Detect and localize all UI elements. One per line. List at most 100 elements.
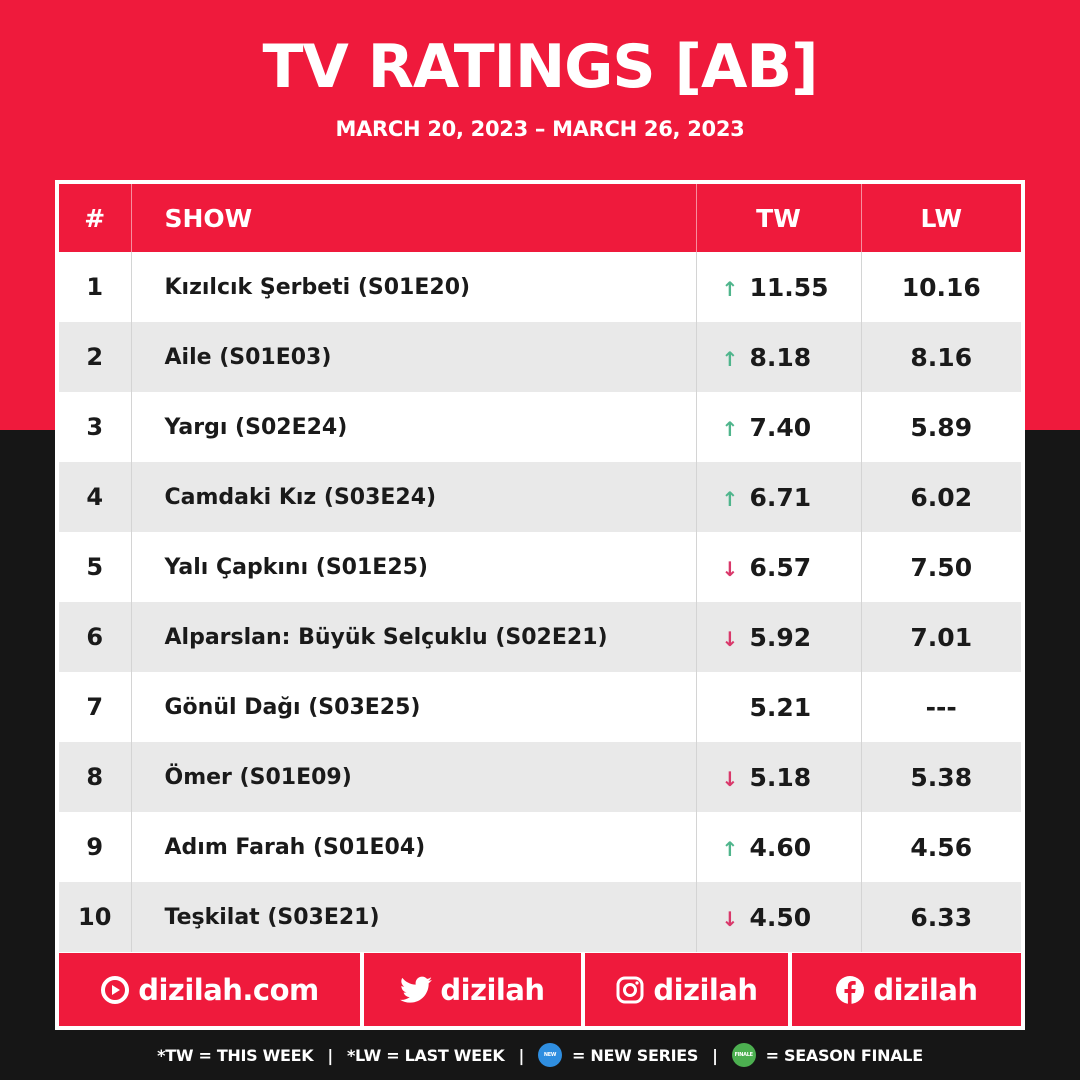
page-title: TV RATINGS [AB] [262,32,818,102]
instagram-link[interactable]: dizilah [585,953,788,1026]
rank-cell: 7 [59,672,132,742]
tw-cell: ↑ 11.55 [696,252,862,322]
show-cell: Camdaki Kız (S03E24) [131,462,697,532]
tw-value: 6.57 [749,552,812,582]
instagram-icon [615,975,645,1005]
tw-value: 7.40 [749,412,812,442]
tw-cell: ↓ 5.92 [696,602,862,672]
tw-value: 8.18 [749,342,812,372]
rank-cell: 6 [59,602,132,672]
table-row: 6 Alparslan: Büyük Selçuklu (S02E21) ↓ 5.92… [59,602,1021,672]
show-cell: Teşkilat (S03E21) [131,882,697,952]
show-cell: Yalı Çapkını (S01E25) [131,532,697,602]
arrow-down-icon: ↓ [721,626,739,651]
table-row: 4 Camdaki Kız (S03E24) ↑ 6.71 6.02 [59,462,1021,532]
rank-cell: 2 [59,322,132,392]
ratings-table-container: # SHOW TW LW 1 Kızılcık Şerbeti (S01E20) ↑… [55,180,1025,1030]
table-header-row: # SHOW TW LW [59,184,1021,252]
legend-lw: *LW = LAST WEEK [346,1045,505,1065]
column-header-rank: # [59,184,132,252]
table-row: 3 Yargı (S02E24) ↑ 7.40 5.89 [59,392,1021,462]
arrow-up-icon: ↑ [721,276,739,301]
rank-cell: 9 [59,812,132,882]
social-footer: dizilah.com dizilah dizilah dizilah [59,953,1021,1026]
column-header-lw: LW [861,184,1021,252]
tw-value: 5.92 [749,622,812,652]
tw-cell: ↑ 4.60 [696,812,862,882]
table-row: 1 Kızılcık Şerbeti (S01E20) ↑ 11.55 10.16 [59,252,1021,322]
arrow-up-icon: ↑ [721,416,739,441]
table-row: 5 Yalı Çapkını (S01E25) ↓ 6.57 7.50 [59,532,1021,602]
tw-cell: 5.21 [696,672,862,742]
rank-cell: 1 [59,252,132,322]
arrow-down-icon: ↓ [721,556,739,581]
tw-cell: ↑ 8.18 [696,322,862,392]
table-body: 1 Kızılcık Şerbeti (S01E20) ↑ 11.55 10.16 2 Ai… [59,252,1021,952]
show-cell: Kızılcık Şerbeti (S01E20) [131,252,697,322]
tw-value: 4.50 [749,902,812,932]
tw-cell: ↑ 7.40 [696,392,862,462]
legend-new-series: = NEW SERIES [572,1045,699,1065]
twitter-handle: dizilah [440,972,545,1007]
tw-cell: ↓ 6.57 [696,532,862,602]
arrow-up-icon: ↑ [721,346,739,371]
lw-cell: 4.56 [861,812,1021,882]
website-text: dizilah.com [138,972,319,1007]
table-row: 9 Adım Farah (S01E04) ↑ 4.60 4.56 [59,812,1021,882]
rank-cell: 8 [59,742,132,812]
lw-cell: 10.16 [861,252,1021,322]
facebook-handle: dizilah [873,972,978,1007]
lw-cell: 8.16 [861,322,1021,392]
show-cell: Aile (S01E03) [131,322,697,392]
arrow-up-icon: ↑ [721,486,739,511]
legend-separator: | [327,1045,333,1065]
lw-cell: 6.33 [861,882,1021,952]
show-cell: Yargı (S02E24) [131,392,697,462]
show-cell: Alparslan: Büyük Selçuklu (S02E21) [131,602,697,672]
legend-tw: *TW = THIS WEEK [157,1045,314,1065]
facebook-link[interactable]: dizilah [792,953,1021,1026]
lw-cell: --- [861,672,1021,742]
tw-cell: ↓ 5.18 [696,742,862,812]
date-range: MARCH 20, 2023 – MARCH 26, 2023 [335,117,745,141]
lw-cell: 7.50 [861,532,1021,602]
tw-value: 5.18 [749,762,812,792]
lw-cell: 7.01 [861,602,1021,672]
facebook-icon [835,975,865,1005]
website-link[interactable]: dizilah.com [59,953,360,1026]
table-row: 2 Aile (S01E03) ↑ 8.18 8.16 [59,322,1021,392]
table-row: 10 Teşkilat (S03E21) ↓ 4.50 6.33 [59,882,1021,952]
lw-cell: 5.38 [861,742,1021,812]
column-header-tw: TW [696,184,862,252]
ratings-table: # SHOW TW LW 1 Kızılcık Şerbeti (S01E20) ↑… [59,184,1021,952]
arrow-down-icon: ↓ [721,766,739,791]
table-row: 7 Gönül Dağı (S03E25) 5.21 --- [59,672,1021,742]
arrow-down-icon: ↓ [721,906,739,931]
twitter-bird-icon [400,976,433,1004]
dizilah-logo-icon [100,975,130,1005]
legend-season-finale: = SEASON FINALE [765,1045,923,1065]
twitter-link[interactable]: dizilah [364,953,581,1026]
rank-cell: 10 [59,882,132,952]
tw-value: 6.71 [749,482,812,512]
legend: *TW = THIS WEEK | *LW = LAST WEEK | NEW … [0,1040,1080,1070]
season-finale-badge-icon: FINALE [731,1043,756,1067]
lw-cell: 5.89 [861,392,1021,462]
new-series-badge-icon: NEW [538,1043,562,1067]
arrow-up-icon: ↑ [721,836,739,861]
tw-value: 5.21 [749,692,812,722]
legend-separator: | [518,1045,524,1065]
show-cell: Ömer (S01E09) [131,742,697,812]
show-cell: Adım Farah (S01E04) [131,812,697,882]
tw-cell: ↓ 4.50 [696,882,862,952]
lw-cell: 6.02 [861,462,1021,532]
rank-cell: 5 [59,532,132,602]
tw-value: 4.60 [749,832,812,862]
rank-cell: 3 [59,392,132,462]
rank-cell: 4 [59,462,132,532]
table-row: 8 Ömer (S01E09) ↓ 5.18 5.38 [59,742,1021,812]
show-cell: Gönül Dağı (S03E25) [131,672,697,742]
legend-separator: | [712,1045,718,1065]
tw-value: 11.55 [749,272,829,302]
column-header-show: SHOW [131,184,697,252]
